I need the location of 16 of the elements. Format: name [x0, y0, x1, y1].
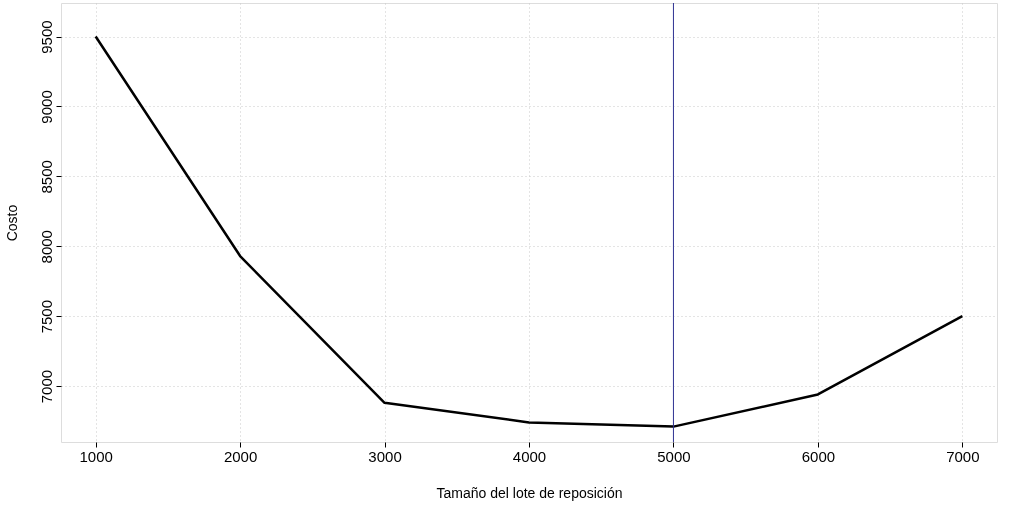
x-tick-label: 4000: [512, 447, 547, 465]
y-tick-label: 7500: [37, 299, 55, 334]
y-tick-label: 8000: [37, 230, 55, 264]
x-tick-label: 5000: [657, 447, 691, 465]
y-tick-label: 7000: [37, 369, 55, 404]
y-tick-label: 8500: [37, 160, 55, 194]
x-tick-label: 1000: [79, 447, 113, 465]
y-tick-label: 9000: [37, 90, 55, 124]
x-tick-label: 3000: [368, 447, 402, 465]
x-tick-label: 6000: [801, 447, 836, 465]
y-axis-title: Costo: [3, 204, 20, 242]
x-tick-label: 7000: [946, 447, 980, 465]
x-axis-title: Tamaño del lote de reposición: [436, 484, 623, 501]
y-tick-label: 9500: [37, 20, 55, 54]
x-tick-label: 2000: [223, 447, 258, 465]
line-series: [94, 35, 964, 428]
